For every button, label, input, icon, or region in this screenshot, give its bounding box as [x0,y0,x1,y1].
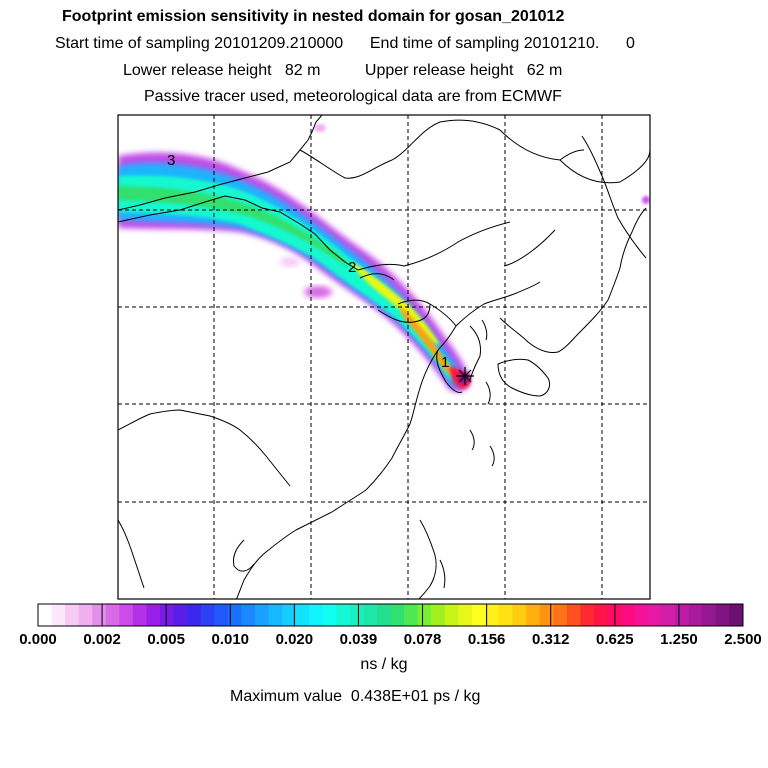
colorbar-tick-labels: 0.000 0.002 0.005 0.010 0.020 0.039 0.078 0.156… [19,604,762,648]
colorbar-swatch [105,604,120,626]
colorbar-swatch [92,604,107,626]
colorbar-swatch [227,604,242,626]
colorbar-swatch [146,604,161,626]
colorbar-swatch [648,604,663,626]
colorbar-tick-label: 0.010 [211,631,249,648]
colorbar-swatch [160,604,175,626]
colorbar-swatch [132,604,147,626]
colorbar-swatch [119,604,134,626]
colorbar-tick-label: 0.078 [404,631,442,648]
colorbar-swatch [268,604,283,626]
colorbar-swatch [512,604,527,626]
colorbar-swatch [51,604,66,626]
colorbar-swatch [187,604,202,626]
colorbar-swatch [309,604,324,626]
colorbar-swatch [349,604,364,626]
release-height-line: Lower release height 82 m Upper release … [123,62,563,79]
colorbar-swatch [539,604,554,626]
colorbar-swatch [620,604,636,626]
colorbar-swatch [282,604,297,626]
colorbar-tick-label: 0.002 [83,631,121,648]
colorbar-swatch [254,604,269,626]
trajectory-label-1: 1 [441,354,449,371]
colorbar-swatch [241,604,256,626]
colorbar-swatch [553,604,568,626]
colorbar-tick-label: 1.250 [660,631,698,648]
colorbar-swatch [65,604,80,626]
colorbar-swatch [715,604,730,626]
colorbar-swatch [38,604,53,626]
colorbar-swatch [404,604,419,626]
colorbar-tick-label: 0.000 [19,631,57,648]
sampling-time-line: Start time of sampling 20101209.210000 E… [55,35,635,52]
colorbar-swatch [702,604,717,626]
colorbar-swatch [675,604,690,626]
colorbar-swatch [295,604,310,626]
colorbar-swatch [526,604,541,626]
trajectory-label-3: 3 [167,152,175,169]
map-frame [117,114,651,600]
tracer-info-line: Passive tracer used, meteorological data… [144,88,562,105]
colorbar-swatch [634,604,649,626]
colorbar-swatch [173,604,188,626]
colorbar-swatch [336,604,351,626]
colorbar-tick-label: 0.005 [147,631,185,648]
colorbar-swatch [593,604,608,626]
maximum-value-text: Maximum value 0.438E+01 ps / kg [230,688,481,705]
colorbar-swatch [688,604,703,626]
footprint-plume [118,124,650,393]
colorbar-swatch [458,604,473,626]
colorbar-swatch [471,604,486,626]
plot-title: Footprint emission sensitivity in nested… [62,8,565,25]
colorbar-tick-label: 0.312 [532,631,570,648]
colorbar-swatch [214,604,229,626]
colorbar-swatch [78,604,93,626]
colorbar-swatch [729,604,744,626]
colorbar-swatch [566,604,581,626]
colorbar-tick-label: 0.039 [340,631,378,648]
map-content [118,115,650,599]
colorbar-swatches [38,604,744,626]
colorbar-swatch [431,604,446,626]
colorbar-unit-label: ns / kg [360,656,408,673]
graticule [118,115,650,599]
colorbar-swatch [322,604,337,626]
colorbar-swatch [417,604,432,626]
colorbar-swatch [363,604,378,626]
receptor-site-marker [456,367,474,385]
colorbar-swatch [390,604,405,626]
colorbar-swatch [444,604,459,626]
colorbar-swatch [200,604,215,626]
trajectory-label-2: 2 [348,259,356,276]
colorbar-swatch [580,604,595,626]
colorbar-swatch [498,604,514,626]
colorbar-swatch [485,604,500,626]
colorbar-tick-label: 0.020 [276,631,314,648]
colorbar-tick-label: 0.625 [596,631,634,648]
colorbar-swatch [661,604,676,626]
colorbar-swatch [376,604,391,626]
footprint-map: 1 2 3 [117,114,651,600]
colorbar-tick-label: 0.156 [468,631,506,648]
coastlines-and-borders [118,115,650,599]
colorbar: 0.000 0.002 0.005 0.010 0.020 0.039 0.078 0.156… [19,603,762,648]
colorbar-tick-label: 2.500 [724,631,762,648]
